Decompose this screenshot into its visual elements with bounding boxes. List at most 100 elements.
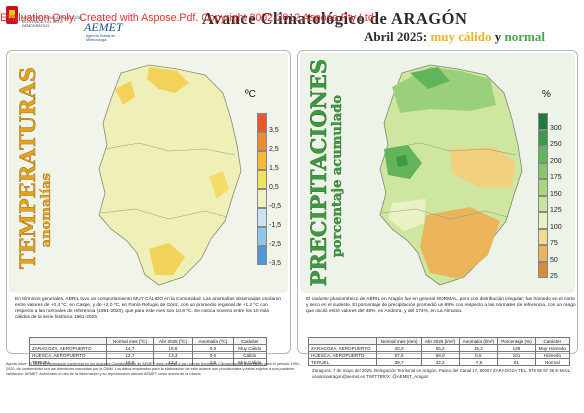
table-header-cell: Porcentaje (%) [497, 337, 536, 345]
subtitle-temperature-character: muy cálido [430, 29, 492, 44]
table-cell: 15,6 [152, 344, 194, 352]
precipitation-vertical-subtitle: porcentaje acumulado [330, 95, 345, 258]
table-row: TERUEL 10,8 12,4 1,6 Muy Cálido [28, 358, 268, 366]
temperature-vertical-subtitle: anomalías [39, 173, 54, 248]
page-subtitle: Abril 2025: muy cálido y normal [364, 29, 545, 45]
dry-area-east [450, 147, 516, 187]
table-row: ZARAGOZA, AEROPUERTO 14,7 15,6 0,9 Muy C… [28, 344, 268, 352]
temperature-legend-label: -2,5 [269, 241, 282, 248]
table-header-cell: Normal mes (ºC) [106, 337, 154, 345]
warm-anomaly-north [147, 67, 189, 93]
table-cell: 0,6 [192, 351, 234, 359]
aragon-region-shape [98, 64, 242, 286]
precipitation-legend-label: 300 [550, 124, 562, 132]
temperature-legend-swatch [257, 208, 267, 227]
precipitation-legend-label: 50 [550, 256, 558, 264]
temperature-map-area: TEMPERATURAS anomalías ºC 3,5 2,5 1,5 0,5 -0… [9, 53, 288, 293]
table-cell: 12,7 [106, 351, 154, 359]
temperature-legend-label: 0,5 [269, 184, 279, 191]
footer-contact: Zaragoza, 7 de mayo del 2025. Delegación… [312, 368, 572, 379]
table-header-cell: Carácter [232, 337, 268, 345]
table-cell: Húmedo [534, 351, 571, 359]
temperature-legend-label: -0,5 [269, 203, 282, 210]
temperature-table: Normal mes (ºC) Abr 2025 (ºC) Anomalía (… [28, 337, 268, 366]
province-border-south [381, 208, 509, 220]
temperature-legend-swatch [257, 151, 267, 170]
table-row: HUESCA, AEROPUERTO 12,7 13,3 0,6 Cálido [28, 351, 268, 359]
table-cell: 55,2 [420, 344, 460, 352]
warm-anomaly-south [149, 243, 185, 275]
precipitation-legend-swatch [538, 212, 548, 229]
wet-spot-center [396, 155, 408, 167]
table-header-cell: Carácter [534, 337, 571, 345]
table-cell: TERUEL [28, 358, 108, 366]
precipitation-map-area: PRECIPITACIONES porcentaje acumulado % 3… [300, 53, 575, 293]
page-title: Avance Climatológico de ARAGÓN [202, 9, 468, 28]
table-cell: Muy Cálido [232, 358, 268, 366]
table-cell: 13,3 [152, 351, 194, 359]
evaluation-watermark: Evaluation Only. Created with Aspose.Pdf… [0, 12, 377, 24]
precipitation-legend-swatch [538, 228, 548, 245]
aemet-subtitle: Agencia Estatal de Meteorología [86, 34, 116, 42]
table-cell: TERUEL [307, 358, 378, 366]
table-row: TERUEL 39,7 32,2 -7,5 81 Normal [307, 358, 571, 366]
temperature-legend-swatch [257, 189, 267, 208]
table-row: ZARAGOZA, AEROPUERTO 40,0 55,2 15,2 138 … [307, 344, 571, 352]
subtitle-month: Abril 2025: [364, 29, 428, 44]
precipitation-legend-label: 125 [550, 207, 562, 214]
table-cell: 0,9 [192, 344, 234, 352]
table-header-cell: Abr 2025 (l/m²) [420, 337, 460, 345]
table-cell: 57,5 [376, 351, 422, 359]
coat-of-arms-icon [6, 6, 18, 24]
normal-area-south [388, 199, 426, 231]
aemet-logo: AEMET [84, 20, 123, 34]
aemet-logo-block: MINISTERIO PARA LA TRANSICIÓN ECOLÓGICA … [6, 6, 124, 42]
precipitation-legend: % 300 250 200 175 150 125 100 75 50 25 [536, 89, 572, 289]
temperature-legend-label: 1,5 [269, 165, 279, 172]
temperature-panel: TEMPERATURAS anomalías ºC 3,5 2,5 1,5 0,5 -0… [6, 50, 291, 366]
table-cell: ZARAGOZA, AEROPUERTO [28, 344, 108, 352]
precipitation-table-header: Normal mes (mm) Abr 2025 (l/m²) Anomalía… [307, 337, 571, 345]
precipitation-legend-unit: % [542, 89, 551, 100]
temperature-legend-label: -1,5 [269, 222, 282, 229]
subtitle-conjunction: y [494, 29, 502, 44]
precipitation-legend-swatch [538, 129, 548, 146]
dry-area-southeast [420, 207, 500, 279]
table-cell: 101 [497, 351, 536, 359]
temperature-legend-swatch [257, 132, 267, 151]
table-row: HUESCA, AEROPUERTO 57,5 58,0 0,5 101 Húm… [307, 351, 571, 359]
warm-anomaly-east [209, 171, 229, 199]
table-header-cell: Anomalía (l/m²) [458, 337, 499, 345]
subtitle-precipitation-character: normal [504, 29, 545, 44]
precipitation-legend-swatch [538, 261, 548, 278]
precipitation-vertical-title: PRECIPITACIONES [306, 59, 331, 287]
temperature-table-header: Normal mes (ºC) Abr 2025 (ºC) Anomalía (… [28, 337, 268, 345]
temperature-legend-label: 3,5 [269, 127, 279, 134]
header: MINISTERIO PARA LA TRANSICIÓN ECOLÓGICA … [0, 0, 584, 48]
table-cell: 14,7 [106, 344, 154, 352]
warm-anomaly-northwest [115, 81, 135, 105]
province-border-north [104, 142, 236, 156]
table-cell: 12,4 [152, 358, 194, 366]
table-cell: 138 [497, 344, 536, 352]
temperature-anomaly-map [98, 64, 242, 286]
precipitation-legend-label: 200 [550, 157, 562, 165]
table-cell: HUESCA, AEROPUERTO [28, 351, 108, 359]
temperature-legend-swatch [257, 246, 267, 265]
table-cell: 81 [497, 358, 536, 366]
temperature-legend-unit: ºC [245, 89, 256, 100]
precipitation-legend-swatch [538, 195, 548, 212]
temperature-legend-swatch [257, 227, 267, 246]
temperature-legend: ºC 3,5 2,5 1,5 0,5 -0,5 -1,5 -2,5 -3,5 [245, 89, 285, 269]
precipitation-legend-swatch [538, 162, 548, 179]
precipitation-legend-swatch [538, 113, 548, 130]
precipitation-description: El carácter pluviométrico de ABRIL en Ar… [306, 297, 576, 314]
table-cell: HUESCA, AEROPUERTO [307, 351, 378, 359]
table-cell: 39,7 [376, 358, 422, 366]
table-header-cell: Normal mes (mm) [376, 337, 422, 345]
table-cell: ZARAGOZA, AEROPUERTO [307, 344, 378, 352]
table-cell: Muy Húmedo [534, 344, 571, 352]
precipitation-legend-label: 250 [550, 141, 562, 148]
precipitation-legend-label: 25 [550, 273, 558, 280]
temperature-legend-swatch [257, 113, 267, 132]
